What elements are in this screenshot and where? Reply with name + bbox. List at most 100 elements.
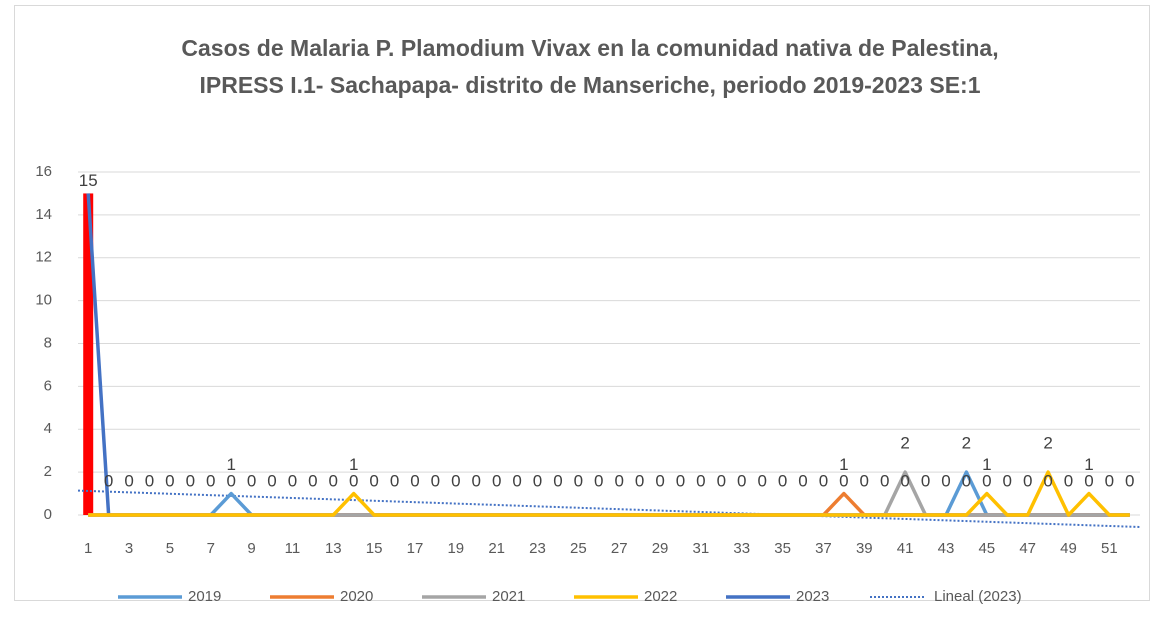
data-label: 0: [145, 471, 154, 490]
data-label: 0: [921, 471, 930, 490]
x-tick-label: 51: [1101, 540, 1118, 557]
data-label: 0: [472, 471, 481, 490]
x-tick-label: 17: [407, 540, 424, 557]
x-tick-label: 21: [488, 540, 505, 557]
data-label: 0: [574, 471, 583, 490]
data-label: 2: [900, 434, 909, 453]
data-label: 0: [962, 471, 971, 490]
data-label: 0: [655, 471, 664, 490]
data-label: 0: [757, 471, 766, 490]
data-label: 0: [267, 471, 276, 490]
data-label: 0: [124, 471, 133, 490]
y-tick-label: 2: [44, 463, 52, 480]
series-line: [88, 491, 1130, 517]
data-label: 0: [1003, 471, 1012, 490]
data-label: 0: [247, 471, 256, 490]
data-label: 0: [1023, 471, 1032, 490]
data-label: 0: [594, 471, 603, 490]
legend-label: Lineal (2023): [934, 588, 1022, 605]
x-tick-label: 31: [693, 540, 710, 557]
data-label: 0: [860, 471, 869, 490]
data-label: 0: [512, 471, 521, 490]
data-label: 0: [941, 471, 950, 490]
data-label: 0: [676, 471, 685, 490]
data-label: 0: [104, 471, 113, 490]
series-line: [86, 193, 1130, 517]
data-label: 0: [880, 471, 889, 490]
data-label: 0: [717, 471, 726, 490]
x-tick-label: 15: [366, 540, 383, 557]
x-tick-label: 37: [815, 540, 832, 557]
chart-frame: [14, 5, 1150, 601]
y-tick-label: 4: [44, 420, 52, 437]
data-label: 0: [226, 471, 235, 490]
y-tick-label: 12: [35, 249, 52, 266]
x-tick-label: 5: [166, 540, 174, 557]
data-label: 0: [696, 471, 705, 490]
data-label: 0: [533, 471, 542, 490]
x-tick-label: 41: [897, 540, 914, 557]
data-label: 0: [329, 471, 338, 490]
data-label: 15: [79, 171, 98, 190]
trendline: [77, 489, 1141, 529]
data-label: 0: [900, 471, 909, 490]
data-label: 0: [778, 471, 787, 490]
data-label: 0: [819, 471, 828, 490]
x-tick-label: 11: [285, 540, 301, 557]
data-label: 1: [349, 455, 358, 474]
data-label: 1: [839, 455, 848, 474]
y-tick-label: 10: [35, 292, 52, 309]
legend-label: 2022: [644, 588, 677, 605]
data-label: 0: [492, 471, 501, 490]
data-label: 1: [982, 455, 991, 474]
data-label: 0: [798, 471, 807, 490]
data-label: 0: [206, 471, 215, 490]
data-label: 0: [308, 471, 317, 490]
data-label: 0: [737, 471, 746, 490]
x-tick-label: 35: [774, 540, 791, 557]
data-label: 0: [1043, 471, 1052, 490]
x-tick-label: 43: [938, 540, 955, 557]
data-label: 0: [288, 471, 297, 490]
data-label: 0: [369, 471, 378, 490]
x-tick-label: 13: [325, 540, 342, 557]
x-tick-label: 49: [1060, 540, 1077, 557]
y-tick-label: 14: [35, 206, 52, 223]
y-tick-label: 8: [44, 334, 52, 351]
x-tick-label: 19: [447, 540, 464, 557]
data-label: 0: [635, 471, 644, 490]
bar: [83, 193, 94, 515]
data-label: 0: [553, 471, 562, 490]
x-tick-label: 47: [1019, 540, 1036, 557]
x-tick-label: 45: [978, 540, 995, 557]
data-label: 0: [1064, 471, 1073, 490]
data-label: 0: [1084, 471, 1093, 490]
data-label: 0: [839, 471, 848, 490]
x-tick-label: 1: [84, 540, 92, 557]
data-label: 0: [1105, 471, 1114, 490]
legend-label: 2020: [340, 588, 373, 605]
y-tick-label: 16: [35, 163, 52, 180]
x-tick-label: 9: [247, 540, 255, 557]
x-tick-label: 39: [856, 540, 873, 557]
legend-label: 2023: [796, 588, 829, 605]
x-tick-label: 29: [652, 540, 669, 557]
x-tick-label: 33: [733, 540, 750, 557]
data-label: 0: [982, 471, 991, 490]
data-label: 0: [390, 471, 399, 490]
x-tick-label: 27: [611, 540, 628, 557]
data-label: 1: [226, 455, 235, 474]
legend-label: 2019: [188, 588, 221, 605]
x-tick-label: 3: [125, 540, 133, 557]
y-tick-label: 0: [44, 506, 52, 523]
data-label: 0: [614, 471, 623, 490]
chart-title: Casos de Malaria P. Plamodium Vivax en l…: [181, 35, 999, 98]
x-tick-label: 7: [207, 540, 215, 557]
data-label: 0: [451, 471, 460, 490]
legend-label: 2021: [492, 588, 525, 605]
data-label: 0: [410, 471, 419, 490]
data-label: 0: [431, 471, 440, 490]
data-label: 0: [349, 471, 358, 490]
